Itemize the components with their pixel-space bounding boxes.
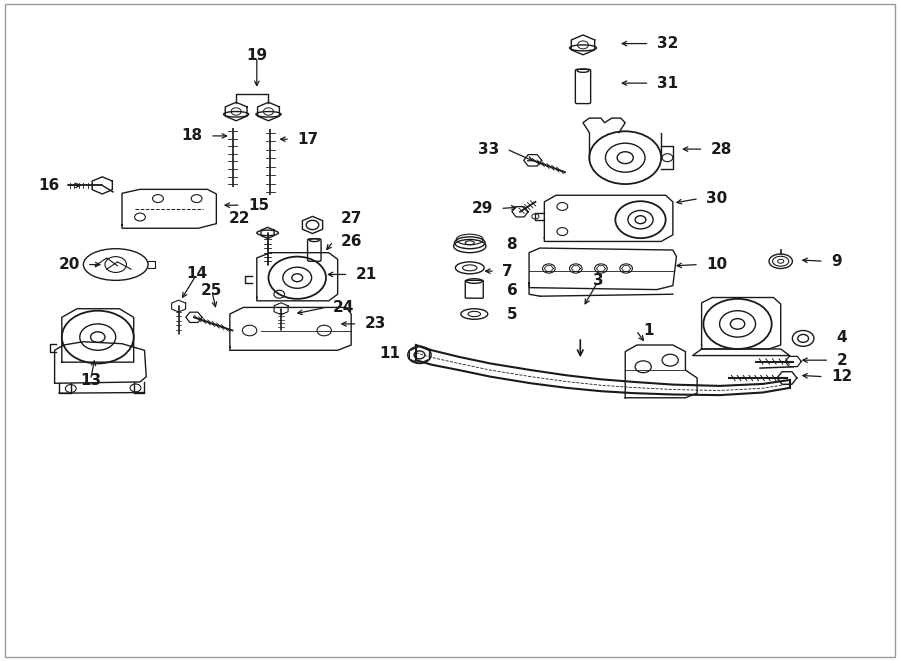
Text: 23: 23 [364,317,386,331]
Text: 13: 13 [80,373,101,389]
Text: 9: 9 [831,254,842,269]
Text: 8: 8 [507,237,517,253]
Text: 15: 15 [248,198,269,213]
Text: 22: 22 [229,211,250,226]
Text: 29: 29 [472,201,493,216]
Text: 1: 1 [644,323,653,338]
Text: 4: 4 [836,330,847,344]
Text: 32: 32 [657,36,678,51]
Text: 14: 14 [186,266,207,281]
Text: 3: 3 [593,272,604,288]
Text: 11: 11 [380,346,400,361]
Text: 33: 33 [478,141,500,157]
Text: 19: 19 [247,48,267,63]
Text: 5: 5 [507,307,517,321]
Text: 18: 18 [182,128,202,143]
Text: 24: 24 [333,300,355,315]
Text: 17: 17 [297,132,319,147]
Text: 6: 6 [507,284,517,298]
Text: 16: 16 [38,178,59,193]
Text: 12: 12 [831,369,852,384]
Text: 27: 27 [340,211,362,226]
Text: 7: 7 [502,264,513,279]
Text: 25: 25 [202,282,222,297]
Text: 10: 10 [706,257,727,272]
Text: 31: 31 [657,75,678,91]
Text: 21: 21 [356,267,377,282]
Text: 2: 2 [836,353,847,368]
Text: 28: 28 [711,141,732,157]
Text: 20: 20 [58,257,80,272]
Text: 30: 30 [706,191,727,206]
Text: 26: 26 [340,234,362,249]
